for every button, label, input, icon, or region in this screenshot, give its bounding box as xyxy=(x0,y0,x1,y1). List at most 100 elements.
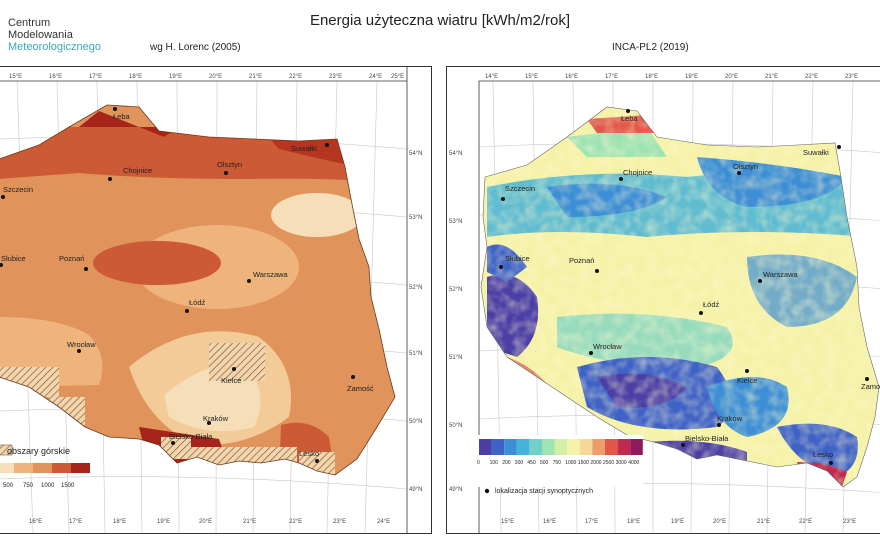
right-top-tick: 14°E xyxy=(485,74,498,80)
legend-swatch xyxy=(630,439,643,455)
city-marker: Warszawa xyxy=(758,270,799,283)
city-label: Szczecin xyxy=(505,184,535,193)
right-left-tick: 52°N xyxy=(449,287,462,293)
right-bottom-ticks: 15°E 16°E 17°E 18°E 19°E 20°E 21°E 22°E … xyxy=(501,519,856,525)
city-label: Wrocław xyxy=(67,340,96,349)
city-marker: Lesko xyxy=(813,450,833,465)
legend-swatch xyxy=(592,439,605,455)
legend-value: 1000 xyxy=(41,483,55,489)
left-top-tick: 19°E xyxy=(169,74,182,80)
city-marker: Słubice xyxy=(0,254,26,267)
brand-line-1: Centrum xyxy=(8,17,51,29)
right-top-tick: 18°E xyxy=(645,74,658,80)
left-top-tick: 22°E xyxy=(289,74,302,80)
right-top-tick: 22°E xyxy=(805,74,818,80)
left-top-tick: 16°E xyxy=(49,74,62,80)
city-marker: Warszawa xyxy=(247,270,289,283)
left-bottom-tick: 17°E xyxy=(69,519,82,525)
left-map-svg: 15°E 16°E 17°E 18°E 19°E 20°E 21°E 22°E … xyxy=(0,67,422,533)
legend-value: 750 xyxy=(23,483,34,489)
city-marker: Szczecin xyxy=(501,184,535,201)
legend-value: 1500 xyxy=(61,483,75,489)
left-legend: obszary górskie 500 750 1000 1500 xyxy=(0,444,90,489)
city-marker: Chojnice xyxy=(108,166,152,181)
legend-mountains-label: obszary górskie xyxy=(7,446,70,456)
left-top-ticks: 15°E 16°E 17°E 18°E 19°E 20°E 21°E 22°E … xyxy=(9,74,404,80)
left-top-tick: 25°E xyxy=(391,74,404,80)
city-marker: Bielsko-Biała xyxy=(681,434,729,447)
right-left-ticks: 54°N 53°N 52°N 51°N 50°N 49°N xyxy=(449,151,462,493)
right-left-tick: 53°N xyxy=(449,219,462,225)
city-marker: Olsztyn xyxy=(733,162,758,175)
legend-swatch xyxy=(14,463,33,473)
city-marker: Kraków xyxy=(717,414,743,427)
right-bottom-tick: 16°E xyxy=(543,519,556,525)
station-marker-icon xyxy=(484,488,490,494)
legend-swatch xyxy=(542,439,555,455)
city-marker: Poznań xyxy=(569,256,599,273)
left-top-tick: 23°E xyxy=(329,74,342,80)
right-cities: Łeba Suwałki Olsztyn Chojnice Szczecin S… xyxy=(499,109,880,465)
left-legend-swatches xyxy=(0,463,90,473)
city-marker: Kielce xyxy=(221,367,241,385)
city-label: Poznań xyxy=(59,254,84,263)
city-label: Słubice xyxy=(1,254,26,263)
legend-swatch xyxy=(504,439,517,455)
left-right-tick: 52°N xyxy=(409,285,422,291)
right-top-tick: 21°E xyxy=(765,74,778,80)
city-marker: Zamo xyxy=(861,377,880,391)
city-marker: Chojnice xyxy=(619,168,652,181)
right-left-tick: 50°N xyxy=(449,423,462,429)
city-marker: Poznań xyxy=(59,254,88,271)
map-title: Energia użyteczna wiatru [kWh/m2/rok] xyxy=(309,12,571,29)
city-label: Poznań xyxy=(569,256,594,265)
left-top-tick: 21°E xyxy=(249,74,262,80)
left-bottom-tick: 24°E xyxy=(377,519,390,525)
right-top-tick: 19°E xyxy=(685,74,698,80)
city-label: Suwałki xyxy=(291,144,317,153)
legend-swatch xyxy=(479,439,492,455)
legend-value: 450 xyxy=(527,460,536,466)
right-top-tick: 17°E xyxy=(605,74,618,80)
legend-value: 2000 xyxy=(590,460,601,466)
city-label: Łeba xyxy=(113,112,131,121)
city-label: Chojnice xyxy=(123,166,152,175)
legend-swatch xyxy=(0,463,14,473)
city-marker: Łódź xyxy=(185,298,206,313)
right-legend: 0 100 200 300 450 500 750 1000 1500 2000 2500 3000 4… xyxy=(475,435,643,495)
legend-swatch xyxy=(52,463,71,473)
brand-line-3: Meteorologicznego xyxy=(8,41,101,53)
city-marker: Szczecin xyxy=(1,185,33,199)
city-label: Kraków xyxy=(203,414,229,423)
right-legend-swatches xyxy=(479,439,643,455)
left-bottom-tick: 20°E xyxy=(199,519,212,525)
left-top-tick: 24°E xyxy=(369,74,382,80)
city-label: Łeba xyxy=(621,114,639,123)
legend-value: 500 xyxy=(3,483,14,489)
legend-swatch xyxy=(33,463,52,473)
right-left-tick: 49°N xyxy=(449,487,462,493)
city-label: Łódź xyxy=(189,298,206,307)
city-label: Lesko xyxy=(299,449,319,458)
legend-value: 100 xyxy=(490,460,499,466)
left-bottom-ticks: 16°E 17°E 18°E 19°E 20°E 21°E 22°E 23°E … xyxy=(29,519,390,525)
left-top-tick: 17°E xyxy=(89,74,102,80)
right-top-tick: 15°E xyxy=(525,74,538,80)
station-legend-label: lokalizacja stacji synoptycznych xyxy=(495,488,593,495)
legend-value: 1000 xyxy=(565,460,576,466)
city-label: Wrocław xyxy=(593,342,622,351)
legend-swatch xyxy=(605,439,618,455)
city-marker: Bielsko-Biała xyxy=(169,432,213,445)
legend-value: 300 xyxy=(515,460,524,466)
left-bottom-tick: 23°E xyxy=(333,519,346,525)
legend-swatch xyxy=(579,439,593,455)
legend-value: 750 xyxy=(553,460,562,466)
legend-swatch xyxy=(567,439,580,455)
city-label: Bielsko-Biała xyxy=(169,432,213,441)
city-marker: Lesko xyxy=(299,449,319,463)
legend-value: 0 xyxy=(477,460,480,466)
city-marker: Łeba xyxy=(621,109,639,123)
city-label: Chojnice xyxy=(623,168,652,177)
legend-swatch xyxy=(71,463,90,473)
city-marker: Wrocław xyxy=(589,342,622,355)
